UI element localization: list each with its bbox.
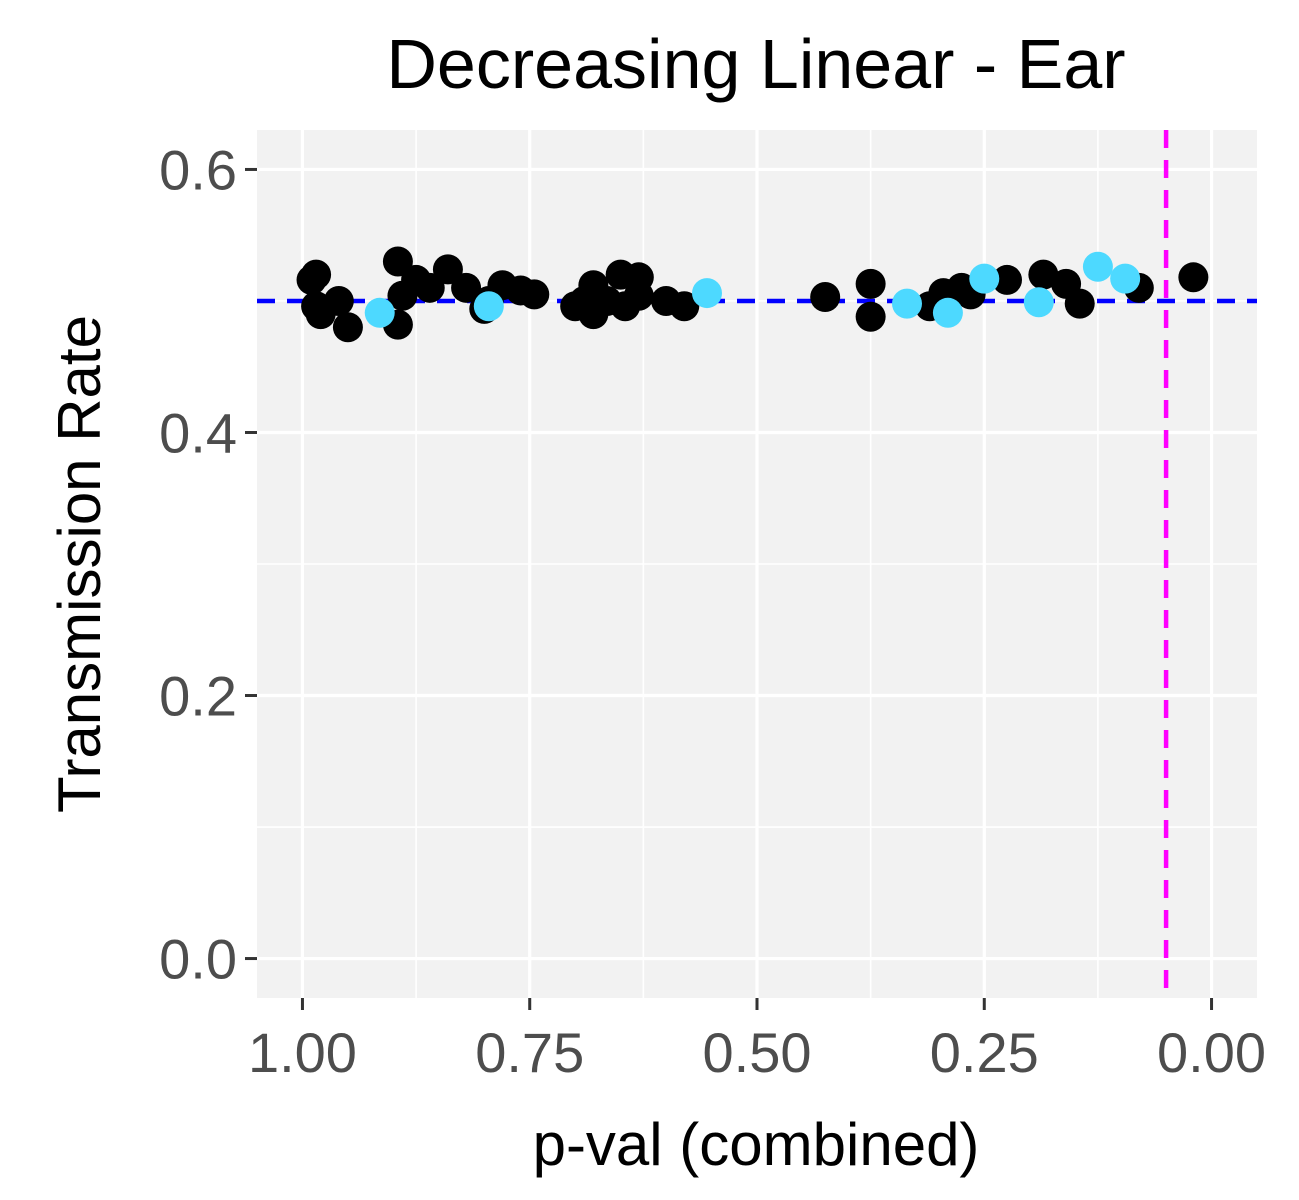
data-point [1178,262,1209,293]
data-point [519,279,550,310]
data-point [414,272,445,303]
data-point [473,291,504,322]
data-point [932,297,963,328]
y-tick-label: 0.2 [159,665,237,728]
data-point [1082,251,1113,282]
x-axis-title: p-val (combined) [533,1111,980,1178]
data-point [810,282,841,313]
x-tick-label: 0.25 [930,1021,1039,1084]
data-point [992,264,1022,295]
y-axis-title: Transmission Rate [46,315,113,813]
data-point [669,291,700,322]
axis-ticks: 1.00 0.75 0.50 0.25 0.00 0.0 0.2 0.4 0.6 [159,138,1266,1084]
x-tick-label: 1.00 [248,1021,357,1084]
x-tick-label: 0.50 [703,1021,812,1084]
data-point [432,254,463,285]
data-point [892,288,922,319]
x-tick-label: 0.00 [1157,1021,1266,1084]
y-tick-label: 0.4 [159,401,237,464]
data-point [623,280,654,311]
data-point [692,278,722,309]
chart-title: Decreasing Linear - Ear [386,25,1125,103]
data-point [451,272,482,303]
data-points [296,246,1209,343]
x-tick-label: 0.75 [475,1021,584,1084]
data-point [1028,259,1059,290]
data-point [364,297,395,328]
data-point [855,268,886,299]
y-tick-label: 0.6 [159,138,237,201]
y-tick-label: 0.0 [159,928,237,991]
data-point [969,263,1000,294]
data-point [1064,288,1095,319]
data-point [301,259,332,290]
data-point [1023,287,1054,318]
data-point [855,301,886,332]
data-point [332,312,363,343]
data-point [1110,263,1141,294]
data-point [382,246,413,277]
data-point [323,285,354,316]
